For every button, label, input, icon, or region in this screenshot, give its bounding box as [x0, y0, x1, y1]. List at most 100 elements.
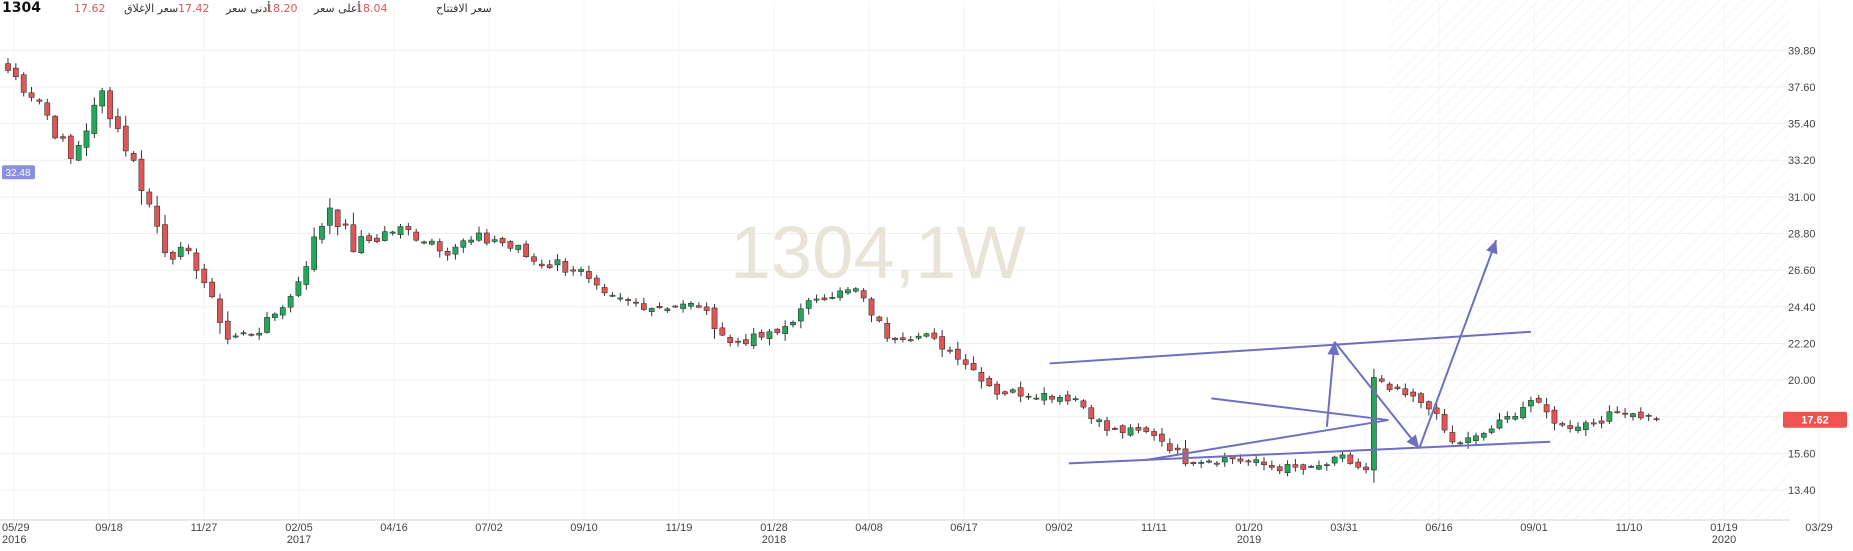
candle-body: [146, 191, 153, 205]
candle: [499, 236, 506, 247]
x-tick-label: 03/29: [1805, 522, 1833, 534]
close-value: 17.62: [74, 2, 106, 15]
candle-body: [83, 130, 90, 148]
x-tick-year: 2019: [1237, 534, 1261, 546]
candle: [232, 333, 239, 339]
candle: [915, 332, 922, 341]
candle: [138, 150, 145, 205]
candle: [287, 293, 294, 313]
candle-body: [319, 225, 325, 240]
candle: [1300, 463, 1307, 475]
candle: [1386, 381, 1393, 393]
candle: [1072, 396, 1079, 402]
candle-body: [562, 261, 569, 273]
candle-body: [452, 246, 459, 255]
candle: [1206, 458, 1212, 464]
price-header: 1304 17.62 سعر الإغلاق 17.42 أدنى سعر 18…: [0, 0, 520, 18]
candle: [217, 293, 223, 334]
candle-body: [201, 268, 208, 284]
candle: [1245, 459, 1252, 466]
open-value: 18.04: [356, 2, 388, 15]
candle-body: [970, 363, 977, 371]
candle-body: [1002, 391, 1008, 395]
candle: [860, 288, 867, 302]
candle-body: [507, 241, 514, 249]
candle-body: [413, 231, 420, 241]
candle: [907, 335, 914, 342]
candle-body: [1528, 400, 1534, 407]
candle-body: [468, 239, 474, 243]
candle: [107, 87, 113, 128]
candle: [248, 333, 255, 337]
candle: [743, 333, 749, 346]
candle: [758, 329, 765, 341]
candle-body: [593, 277, 600, 286]
candle-body: [915, 335, 922, 339]
candle-body: [743, 339, 749, 345]
candle-body: [805, 300, 812, 309]
candle: [460, 238, 467, 253]
x-tick-label: 11/19: [666, 522, 693, 534]
candle: [1622, 408, 1628, 419]
candle-body: [852, 288, 859, 292]
symbol-label: 1304: [2, 0, 41, 16]
candle-body: [358, 236, 365, 253]
candle-body: [366, 235, 372, 241]
candle: [476, 226, 482, 242]
candle: [837, 287, 843, 301]
future-area: [1388, 0, 1790, 520]
candle: [1151, 428, 1157, 441]
candle-body: [60, 136, 66, 139]
candle: [1426, 400, 1432, 416]
candle: [1347, 452, 1354, 465]
candle: [130, 151, 137, 163]
candle-body: [138, 158, 145, 191]
candle-body: [1009, 389, 1016, 393]
candle: [279, 305, 286, 320]
candle-body: [601, 287, 608, 294]
candle: [562, 258, 569, 276]
candle: [641, 297, 647, 311]
candle-body: [986, 378, 993, 386]
y-tick-label: 39.80: [1788, 45, 1816, 57]
candle-body: [531, 256, 537, 262]
candle-body: [122, 125, 129, 152]
candle-body: [295, 281, 302, 296]
candle: [256, 327, 263, 340]
candle-body: [1363, 466, 1369, 471]
candle-body: [444, 251, 451, 256]
candle-body: [193, 252, 200, 271]
candle: [1174, 444, 1181, 456]
candle-body: [1276, 466, 1283, 472]
candle-body: [892, 337, 898, 340]
candle: [1473, 432, 1479, 445]
x-tick-label: 06/17: [950, 522, 978, 534]
candle-body: [1166, 443, 1173, 451]
candle-body: [279, 307, 286, 316]
candle: [625, 297, 631, 306]
candle-body: [688, 302, 694, 307]
candle: [115, 108, 121, 133]
candle-body: [1245, 460, 1252, 463]
candle-body: [829, 297, 836, 299]
candle-body: [1143, 427, 1150, 432]
candle-body: [1323, 464, 1330, 467]
candle: [28, 87, 35, 102]
candle: [374, 234, 380, 244]
y-tick-label: 37.60: [1788, 82, 1816, 94]
candle: [672, 305, 679, 308]
candle-body: [586, 271, 592, 279]
candle: [52, 115, 58, 140]
candle-body: [1347, 454, 1354, 464]
candle-body: [476, 232, 482, 241]
candle-body: [36, 99, 43, 102]
channel-upper-line: [1049, 330, 1531, 365]
candle-body: [1402, 388, 1409, 396]
candle: [1088, 404, 1095, 424]
candle-body: [1080, 400, 1087, 408]
candle: [1598, 415, 1605, 429]
candle: [60, 133, 66, 142]
candle: [570, 265, 577, 276]
candle: [1143, 426, 1150, 434]
